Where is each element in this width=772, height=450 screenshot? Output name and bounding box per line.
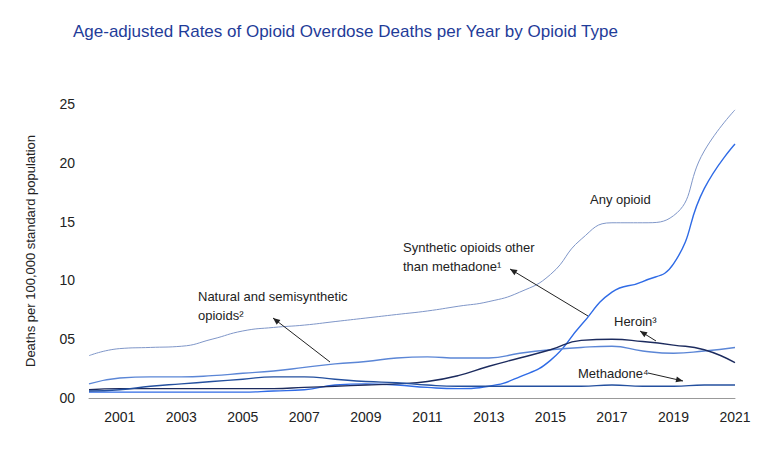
svg-text:20: 20 (59, 155, 75, 171)
svg-text:10: 10 (59, 272, 75, 288)
svg-text:2013: 2013 (473, 409, 504, 425)
svg-text:25: 25 (59, 96, 75, 112)
svg-text:Age-adjusted Rates of Opioid O: Age-adjusted Rates of Opioid Overdose De… (73, 22, 618, 41)
svg-text:Natural and semisynthetic: Natural and semisynthetic (198, 289, 351, 304)
svg-text:Methadone⁴: Methadone⁴ (578, 366, 649, 381)
svg-text:2015: 2015 (535, 409, 566, 425)
svg-text:00: 00 (59, 390, 75, 406)
svg-text:05: 05 (59, 331, 75, 347)
svg-text:Heroin³: Heroin³ (614, 314, 657, 329)
svg-text:2007: 2007 (289, 409, 320, 425)
svg-text:Any opioid: Any opioid (590, 192, 651, 207)
svg-text:2003: 2003 (166, 409, 197, 425)
svg-text:2019: 2019 (658, 409, 689, 425)
svg-text:2009: 2009 (350, 409, 381, 425)
svg-text:than methadone¹: than methadone¹ (403, 259, 502, 274)
svg-text:15: 15 (59, 214, 75, 230)
svg-text:opioids²: opioids² (198, 308, 244, 323)
svg-text:Deaths per 100,000 standard po: Deaths per 100,000 standard population (23, 135, 38, 367)
svg-text:2005: 2005 (227, 409, 258, 425)
svg-text:2021: 2021 (719, 409, 750, 425)
svg-text:2017: 2017 (596, 409, 627, 425)
svg-text:Synthetic opioids other: Synthetic opioids other (403, 240, 538, 255)
svg-text:2011: 2011 (412, 409, 442, 425)
svg-text:2001: 2001 (104, 409, 135, 425)
